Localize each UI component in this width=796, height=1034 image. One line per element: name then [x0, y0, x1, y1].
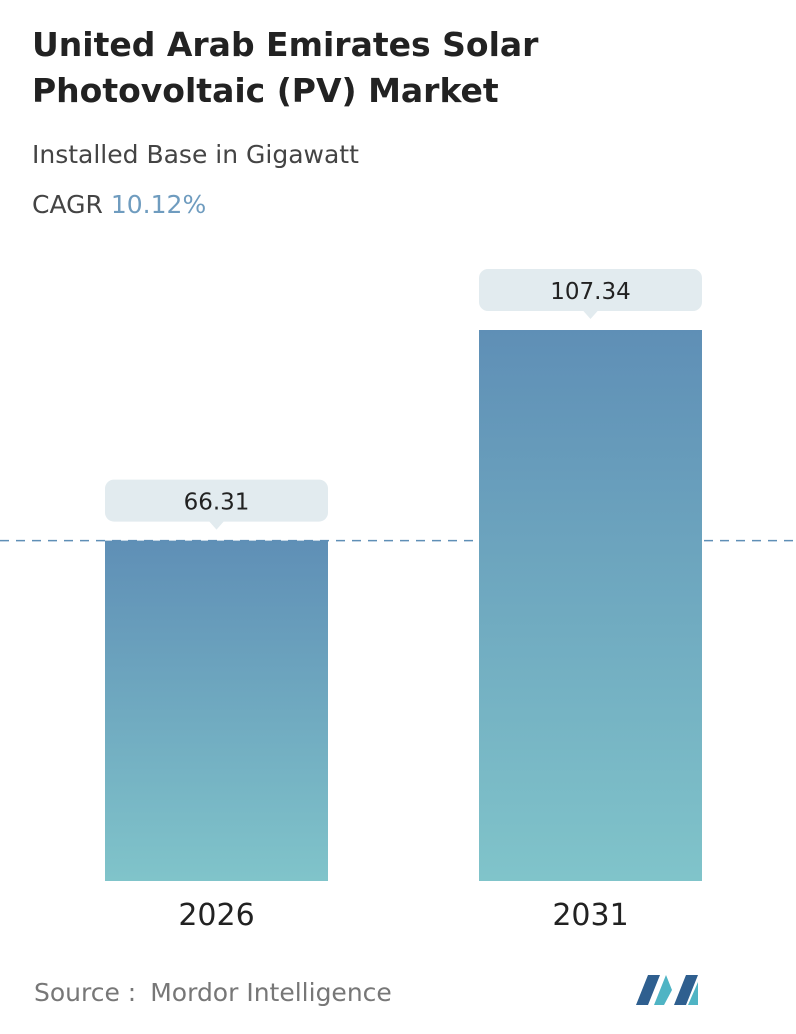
value-bubble [479, 269, 702, 311]
cagr-value: 10.12% [110, 190, 207, 219]
chart-title: United Arab Emirates Solar Photovoltaic … [32, 25, 539, 110]
source-name: Mordor Intelligence [150, 978, 392, 1007]
cagr-label: CAGR [32, 190, 103, 219]
value-bubble [105, 479, 328, 522]
value-bubble-pointer [582, 310, 599, 319]
bar [105, 540, 328, 881]
x-tick-label: 2026 [178, 898, 254, 933]
x-tick-label: 2031 [552, 898, 628, 933]
value-label: 66.31 [184, 490, 250, 516]
bar [479, 330, 702, 881]
logo [636, 975, 698, 1005]
source-label: Source : [34, 978, 137, 1007]
value-label: 107.34 [550, 279, 630, 305]
cagr: CAGR 10.12% [32, 190, 206, 219]
source: Source : Mordor Intelligence [34, 978, 392, 1007]
value-bubble-pointer [208, 520, 225, 530]
chart-subtitle: Installed Base in Gigawatt [32, 140, 359, 169]
